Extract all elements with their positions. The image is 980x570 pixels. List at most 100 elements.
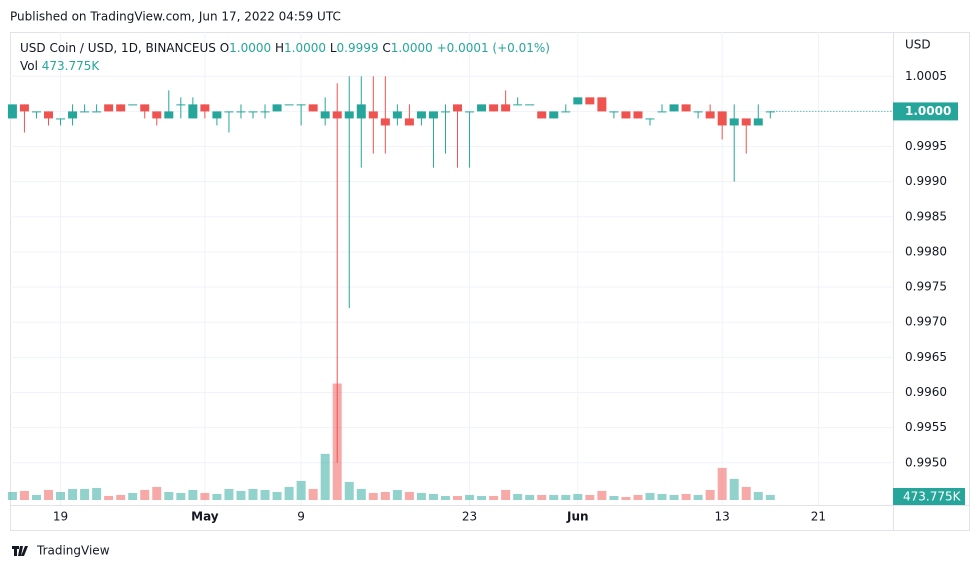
- candle-body: [116, 104, 126, 112]
- candle-body: [561, 111, 571, 113]
- volume-bar: [200, 492, 210, 500]
- candle-body: [164, 111, 174, 119]
- volume-bar: [260, 489, 270, 500]
- volume-bar: [43, 489, 53, 500]
- volume-bar: [116, 494, 126, 500]
- candle-body: [212, 111, 222, 119]
- volume-bar: [92, 487, 102, 500]
- volume-bar: [453, 495, 463, 500]
- candle-body: [236, 111, 246, 113]
- y-tick-label: 0.9955: [905, 420, 947, 434]
- logo-text: TradingView: [36, 544, 110, 558]
- volume-bar: [597, 490, 607, 500]
- candle-body: [43, 111, 53, 119]
- volume-bar: [633, 494, 643, 500]
- x-tick-label: 19: [53, 510, 68, 524]
- candle-body: [392, 111, 402, 119]
- candle-body: [284, 104, 294, 106]
- candle-body: [80, 111, 90, 113]
- candle-body: [260, 111, 270, 113]
- candle-body: [68, 111, 78, 119]
- volume-bar: [416, 492, 426, 500]
- candle-body: [609, 111, 619, 113]
- volume-bar: [705, 489, 715, 500]
- volume-bar: [320, 453, 330, 500]
- volume-bar: [356, 488, 366, 500]
- l-value: 0.9999: [337, 41, 379, 55]
- volume-bar: [164, 491, 174, 500]
- volume-bar: [212, 493, 222, 500]
- volume-bar: [669, 494, 679, 500]
- plot: [7, 76, 893, 500]
- volume-bar: [513, 493, 523, 500]
- candle-body: [296, 104, 306, 106]
- volume-bar: [236, 490, 246, 500]
- volume-bar: [128, 492, 138, 500]
- candle-body: [489, 104, 499, 112]
- candle-body: [645, 118, 655, 120]
- x-tick-label: 23: [462, 510, 477, 524]
- candle-body: [525, 104, 535, 106]
- x-tick-label: 9: [297, 510, 305, 524]
- y-tick-label: 0.9960: [905, 385, 947, 399]
- volume-bar: [152, 486, 162, 500]
- change: +0.0001 (+0.01%): [437, 41, 550, 55]
- logo-icon: [12, 546, 28, 556]
- volume-bar: [272, 491, 282, 500]
- volume-bar: [308, 488, 318, 500]
- volume-bar: [525, 494, 535, 500]
- y-tick-label: 0.9965: [905, 350, 947, 364]
- volume-bar: [717, 467, 727, 500]
- volume-bar: [741, 486, 751, 500]
- volume-bar: [404, 491, 414, 500]
- candle-body: [477, 104, 487, 112]
- volume-bar: [428, 493, 438, 500]
- volume-bar: [549, 494, 559, 500]
- candle-body: [308, 104, 318, 112]
- volume-bar: [19, 490, 29, 500]
- volume-bar: [140, 489, 150, 500]
- volume-bar: [440, 495, 450, 500]
- candle-body: [188, 104, 198, 119]
- volume-bar: [765, 494, 775, 500]
- candle-body: [428, 111, 438, 119]
- volume-badge-label: 473.775K: [903, 490, 962, 504]
- volume-bar: [681, 493, 691, 500]
- candle-body: [344, 111, 354, 119]
- volume-bar: [284, 486, 294, 500]
- volume-bar: [537, 494, 547, 500]
- candle-body: [200, 104, 210, 112]
- volume-bar: [753, 491, 763, 500]
- candle-body: [140, 104, 150, 112]
- volume-bar: [729, 478, 739, 500]
- candle-body: [573, 97, 583, 105]
- candle-body: [741, 118, 751, 126]
- candle-body: [585, 97, 595, 105]
- volume-bar: [609, 495, 619, 500]
- volume-bar: [501, 489, 511, 500]
- o-label: O: [220, 41, 229, 55]
- candle-body: [416, 111, 426, 119]
- volume-bar: [368, 492, 378, 500]
- candle-body: [729, 118, 739, 126]
- candle-body: [152, 111, 162, 119]
- candle-body: [248, 111, 258, 113]
- volume-bar: [7, 491, 17, 500]
- volume-bar: [344, 481, 354, 500]
- volume-bar: [657, 493, 667, 500]
- candle-body: [753, 118, 763, 126]
- h-value: 1.0000: [284, 41, 326, 55]
- candle-body: [128, 104, 138, 106]
- l-label: L: [330, 41, 337, 55]
- volume-value: 473.775K: [42, 59, 101, 73]
- y-tick-label: 1.0005: [905, 69, 947, 83]
- candle-body: [7, 104, 17, 119]
- volume-badge: [893, 488, 965, 505]
- candle-body: [356, 104, 366, 119]
- candle-body: [31, 111, 41, 113]
- volume-bar: [31, 494, 41, 500]
- y-tick-label: 0.9970: [905, 315, 947, 329]
- volume-bar: [68, 488, 78, 500]
- candle-body: [404, 118, 414, 126]
